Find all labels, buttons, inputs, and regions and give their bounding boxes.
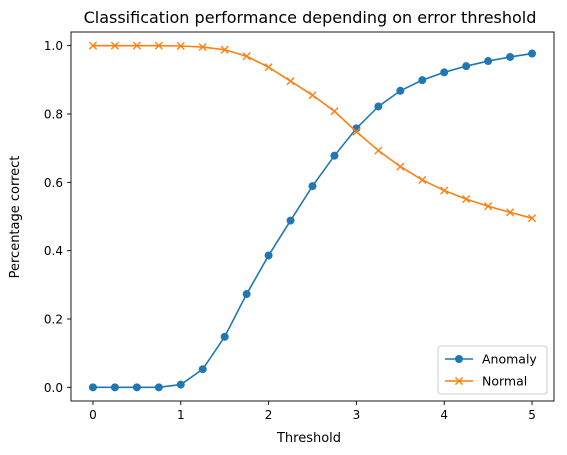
anomaly-point <box>132 383 141 392</box>
anomaly-point <box>110 383 119 392</box>
x-tick-label: 3 <box>353 408 361 422</box>
normal-point <box>418 175 427 185</box>
x-tick-label: 5 <box>528 408 536 422</box>
anomaly-line <box>92 52 533 389</box>
normal-point <box>462 194 471 204</box>
x-axis-label: Threshold <box>276 431 341 446</box>
chart-title: Classification performance depending on … <box>84 8 537 27</box>
normal-point <box>527 214 537 223</box>
x-tick-label: 2 <box>265 408 273 422</box>
normal-point <box>440 186 449 195</box>
normal-point <box>110 41 120 50</box>
normal-point <box>352 127 361 136</box>
normal-point <box>396 162 405 171</box>
series-anomaly <box>88 49 537 392</box>
normal-point <box>505 208 515 217</box>
y-axis-label: Percentage correct <box>8 156 23 279</box>
anomaly-point <box>418 76 427 85</box>
y-tick-label: 0.4 <box>44 244 63 258</box>
anomaly-point <box>308 182 317 191</box>
legend-box <box>437 345 548 395</box>
anomaly-point <box>154 383 163 392</box>
plot-frame <box>70 31 555 402</box>
x-tick-label: 0 <box>89 408 97 422</box>
normal-point <box>242 52 251 61</box>
anomaly-point <box>462 62 471 71</box>
anomaly-point <box>176 380 185 389</box>
anomaly-point <box>242 290 251 299</box>
anomaly-point <box>440 68 449 77</box>
legend-marker-normal <box>454 376 464 386</box>
x-axis: 0 1 2 3 4 5 <box>89 401 536 422</box>
anomaly-point <box>528 49 537 58</box>
normal-line <box>92 44 533 219</box>
anomaly-point <box>484 57 493 66</box>
legend: Anomaly Normal <box>437 345 548 395</box>
anomaly-point <box>286 216 295 225</box>
normal-point <box>220 45 229 54</box>
normal-point <box>330 107 339 116</box>
y-tick-label: 1.0 <box>44 39 63 53</box>
y-tick-label: 0.0 <box>44 381 63 395</box>
normal-point <box>132 41 141 50</box>
anomaly-point <box>506 52 515 61</box>
anomaly-point <box>220 332 229 341</box>
anomaly-point <box>198 365 207 374</box>
normal-point <box>88 41 98 50</box>
legend-label-normal: Normal <box>482 374 527 389</box>
x-tick-label: 1 <box>177 408 185 422</box>
legend-marker-anomaly <box>455 355 463 363</box>
series-layer <box>88 41 537 392</box>
series-normal <box>88 41 537 223</box>
normal-point <box>176 41 185 51</box>
anomaly-point <box>88 383 97 392</box>
normal-point <box>286 77 295 86</box>
anomaly-point <box>330 151 339 160</box>
anomaly-point <box>396 86 405 95</box>
normal-point <box>154 41 163 50</box>
normal-point <box>484 202 493 211</box>
y-tick-label: 0.8 <box>44 108 63 122</box>
x-tick-label: 4 <box>440 408 448 422</box>
y-tick-label: 0.6 <box>44 176 63 190</box>
normal-point <box>308 91 317 100</box>
anomaly-point <box>264 251 273 260</box>
y-axis: 0.0 0.2 0.4 0.6 0.8 1.0 <box>44 39 71 395</box>
normal-point <box>198 42 207 52</box>
legend-label-anomaly: Anomaly <box>482 352 537 367</box>
anomaly-point <box>374 102 383 111</box>
y-tick-label: 0.2 <box>44 313 63 327</box>
normal-point <box>264 63 273 72</box>
normal-point <box>374 146 383 155</box>
